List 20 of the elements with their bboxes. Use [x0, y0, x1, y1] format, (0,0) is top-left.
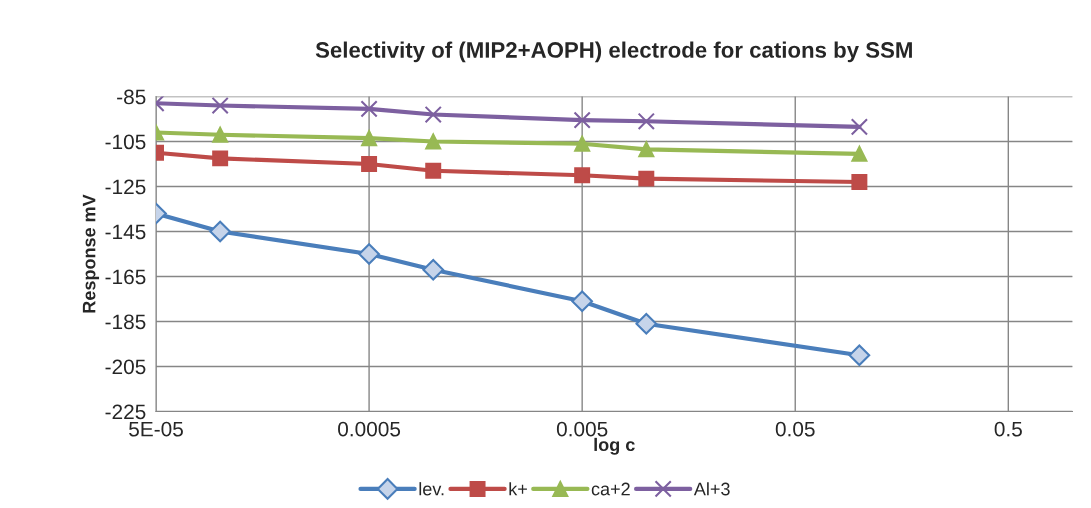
x-tick-label: 0.05: [775, 421, 815, 437]
y-tick-label: -165: [105, 269, 146, 285]
x-tick-label: 5E-05: [129, 421, 183, 437]
x-tick-label: 0.005: [556, 421, 608, 437]
y-tick-label: -85: [117, 89, 146, 105]
legend-label: Al+3: [693, 482, 730, 496]
x-axis-title: log c: [594, 437, 635, 455]
y-tick-label: -125: [105, 179, 146, 195]
y-axis-title: Response mV: [82, 194, 100, 313]
x-tick-label: 0.5: [994, 421, 1022, 437]
legend-label: k+: [509, 482, 527, 496]
x-tick-label: 0.0005: [338, 421, 401, 437]
legend-label: ca+2: [591, 482, 630, 496]
y-tick-label: -185: [105, 314, 146, 330]
y-tick-label: -205: [105, 359, 146, 375]
legend-label: lev.: [419, 482, 444, 496]
chart-title: Selectivity of (MIP2+AOPH) electrode for cations by SSM: [315, 41, 912, 63]
y-tick-label: -145: [105, 224, 146, 240]
y-tick-label: -225: [105, 404, 146, 420]
y-tick-label: -105: [105, 134, 146, 150]
